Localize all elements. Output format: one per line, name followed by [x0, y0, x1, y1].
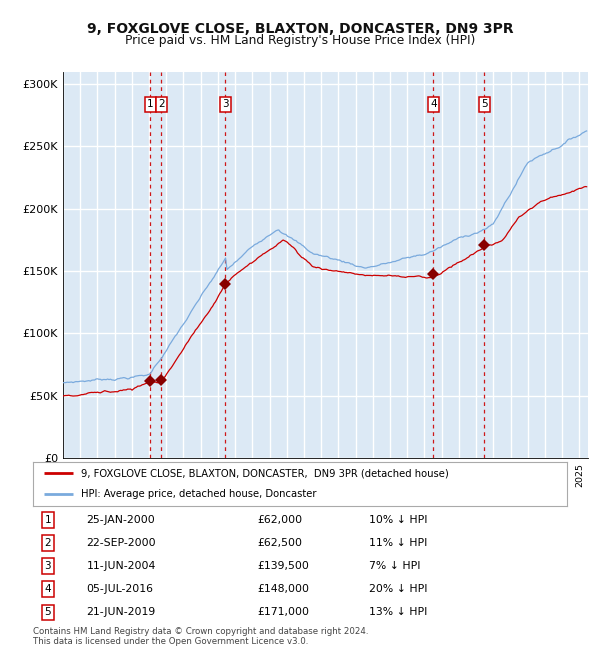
Text: 25-JAN-2000: 25-JAN-2000	[86, 515, 155, 525]
Text: 5: 5	[44, 608, 51, 617]
Text: £139,500: £139,500	[257, 561, 309, 571]
Text: 11-JUN-2004: 11-JUN-2004	[86, 561, 156, 571]
Text: 1: 1	[147, 99, 154, 109]
Text: 22-SEP-2000: 22-SEP-2000	[86, 538, 156, 548]
Text: 9, FOXGLOVE CLOSE, BLAXTON, DONCASTER,  DN9 3PR (detached house): 9, FOXGLOVE CLOSE, BLAXTON, DONCASTER, D…	[81, 469, 449, 478]
Text: 13% ↓ HPI: 13% ↓ HPI	[370, 608, 428, 617]
Text: Contains HM Land Registry data © Crown copyright and database right 2024.
This d: Contains HM Land Registry data © Crown c…	[33, 627, 368, 646]
Text: 3: 3	[222, 99, 229, 109]
Text: 11% ↓ HPI: 11% ↓ HPI	[370, 538, 428, 548]
Text: 5: 5	[481, 99, 488, 109]
Text: HPI: Average price, detached house, Doncaster: HPI: Average price, detached house, Donc…	[81, 489, 317, 499]
Text: £62,500: £62,500	[257, 538, 302, 548]
Text: 4: 4	[44, 584, 51, 594]
Text: Price paid vs. HM Land Registry's House Price Index (HPI): Price paid vs. HM Land Registry's House …	[125, 34, 475, 47]
Text: 20% ↓ HPI: 20% ↓ HPI	[370, 584, 428, 594]
Text: 3: 3	[44, 561, 51, 571]
Text: 05-JUL-2016: 05-JUL-2016	[86, 584, 154, 594]
Text: 21-JUN-2019: 21-JUN-2019	[86, 608, 155, 617]
Text: 7% ↓ HPI: 7% ↓ HPI	[370, 561, 421, 571]
Text: 9, FOXGLOVE CLOSE, BLAXTON, DONCASTER, DN9 3PR: 9, FOXGLOVE CLOSE, BLAXTON, DONCASTER, D…	[86, 22, 514, 36]
Text: 2: 2	[158, 99, 165, 109]
Text: 10% ↓ HPI: 10% ↓ HPI	[370, 515, 428, 525]
Text: £62,000: £62,000	[257, 515, 302, 525]
Text: 1: 1	[44, 515, 51, 525]
Text: 2: 2	[44, 538, 51, 548]
Text: 4: 4	[430, 99, 437, 109]
Text: £171,000: £171,000	[257, 608, 309, 617]
Text: £148,000: £148,000	[257, 584, 309, 594]
